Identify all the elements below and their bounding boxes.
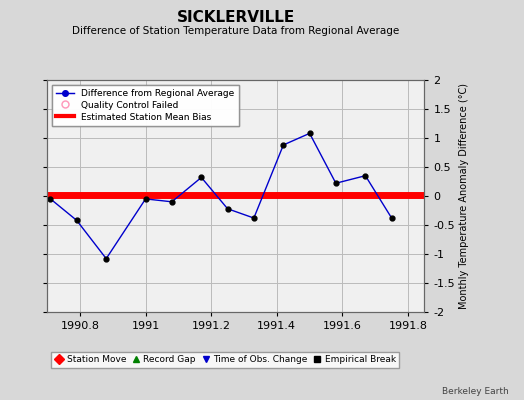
Legend: Station Move, Record Gap, Time of Obs. Change, Empirical Break: Station Move, Record Gap, Time of Obs. C… xyxy=(51,352,399,368)
Text: Berkeley Earth: Berkeley Earth xyxy=(442,387,508,396)
Legend: Difference from Regional Average, Quality Control Failed, Estimated Station Mean: Difference from Regional Average, Qualit… xyxy=(52,84,239,126)
Y-axis label: Monthly Temperature Anomaly Difference (°C): Monthly Temperature Anomaly Difference (… xyxy=(459,83,470,309)
Text: SICKLERVILLE: SICKLERVILLE xyxy=(177,10,295,25)
Text: Difference of Station Temperature Data from Regional Average: Difference of Station Temperature Data f… xyxy=(72,26,399,36)
